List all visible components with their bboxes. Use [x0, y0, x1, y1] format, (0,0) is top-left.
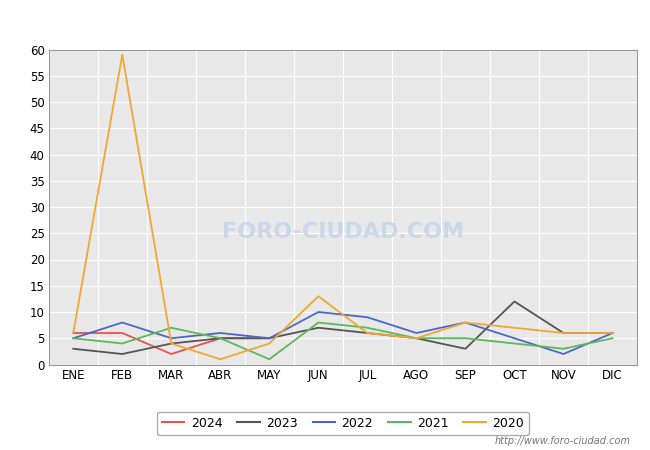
Text: Matriculaciones de Vehiculos en Olite/Erriberri: Matriculaciones de Vehiculos en Olite/Er…: [123, 11, 527, 29]
Text: http://www.foro-ciudad.com: http://www.foro-ciudad.com: [495, 436, 630, 446]
Legend: 2024, 2023, 2022, 2021, 2020: 2024, 2023, 2022, 2021, 2020: [157, 412, 529, 435]
Text: FORO-CIUDAD.COM: FORO-CIUDAD.COM: [222, 222, 464, 242]
